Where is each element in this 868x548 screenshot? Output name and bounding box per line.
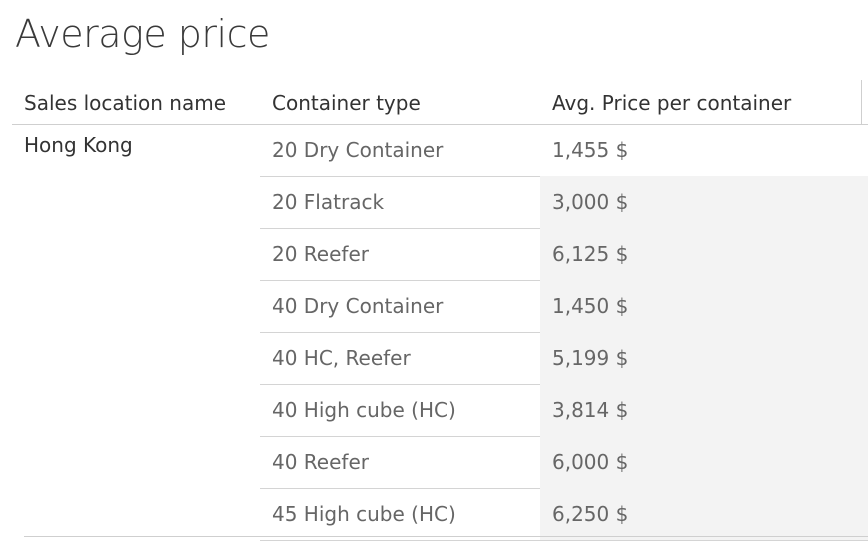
price-value: 3,000 $ — [552, 190, 629, 214]
column-header-avg-price[interactable]: Avg. Price per container — [552, 91, 792, 115]
container-type-cell[interactable]: 20 Reefer — [272, 242, 369, 266]
price-cell[interactable]: 6,125 $ — [540, 228, 868, 280]
price-value: 6,000 $ — [552, 450, 629, 474]
table-row[interactable]: 20 Flatrack 3,000 $ — [260, 176, 868, 229]
table-header: Sales location name Container type Avg. … — [12, 80, 868, 125]
price-value: 1,455 $ — [552, 138, 629, 162]
container-type-cell[interactable]: 40 Reefer — [272, 450, 369, 474]
table-row[interactable]: 20 Reefer 6,125 $ — [260, 228, 868, 281]
price-value: 5,199 $ — [552, 346, 629, 370]
price-cell[interactable]: 6,250 $ — [540, 488, 868, 540]
table-row[interactable]: 40 HC, Reefer 5,199 $ — [260, 332, 868, 385]
price-value: 6,125 $ — [552, 242, 629, 266]
sales-location-cell[interactable]: Hong Kong — [24, 133, 133, 157]
container-type-cell[interactable]: 20 Dry Container — [272, 138, 444, 162]
container-type-cell[interactable]: 20 Flatrack — [272, 190, 385, 214]
price-value: 1,450 $ — [552, 294, 629, 318]
price-value: 6,250 $ — [552, 502, 629, 526]
table-row[interactable]: 20 Dry Container 1,455 $ — [260, 124, 868, 177]
column-header-container-type[interactable]: Container type — [272, 91, 421, 115]
price-cell[interactable]: 6,000 $ — [540, 436, 868, 488]
container-type-cell[interactable]: 40 High cube (HC) — [272, 398, 456, 422]
table-bottom-border — [24, 536, 868, 537]
price-cell[interactable]: 3,814 $ — [540, 384, 868, 436]
price-cell[interactable]: 1,450 $ — [540, 280, 868, 332]
container-type-cell[interactable]: 45 High cube (HC) — [272, 502, 456, 526]
container-type-cell[interactable]: 40 Dry Container — [272, 294, 444, 318]
page-title: Average price — [15, 12, 270, 56]
price-cell[interactable]: 3,000 $ — [540, 176, 868, 228]
table-row[interactable]: 40 High cube (HC) 3,814 $ — [260, 384, 868, 437]
table-row[interactable]: 40 Dry Container 1,450 $ — [260, 280, 868, 333]
container-type-cell[interactable]: 40 HC, Reefer — [272, 346, 411, 370]
price-value: 3,814 $ — [552, 398, 629, 422]
table-row[interactable]: 45 High cube (HC) 6,250 $ — [260, 488, 868, 541]
column-divider — [861, 80, 862, 124]
price-cell[interactable]: 5,199 $ — [540, 332, 868, 384]
price-cell[interactable]: 1,455 $ — [540, 124, 868, 176]
table-row[interactable]: 40 Reefer 6,000 $ — [260, 436, 868, 489]
column-header-location[interactable]: Sales location name — [24, 91, 227, 115]
